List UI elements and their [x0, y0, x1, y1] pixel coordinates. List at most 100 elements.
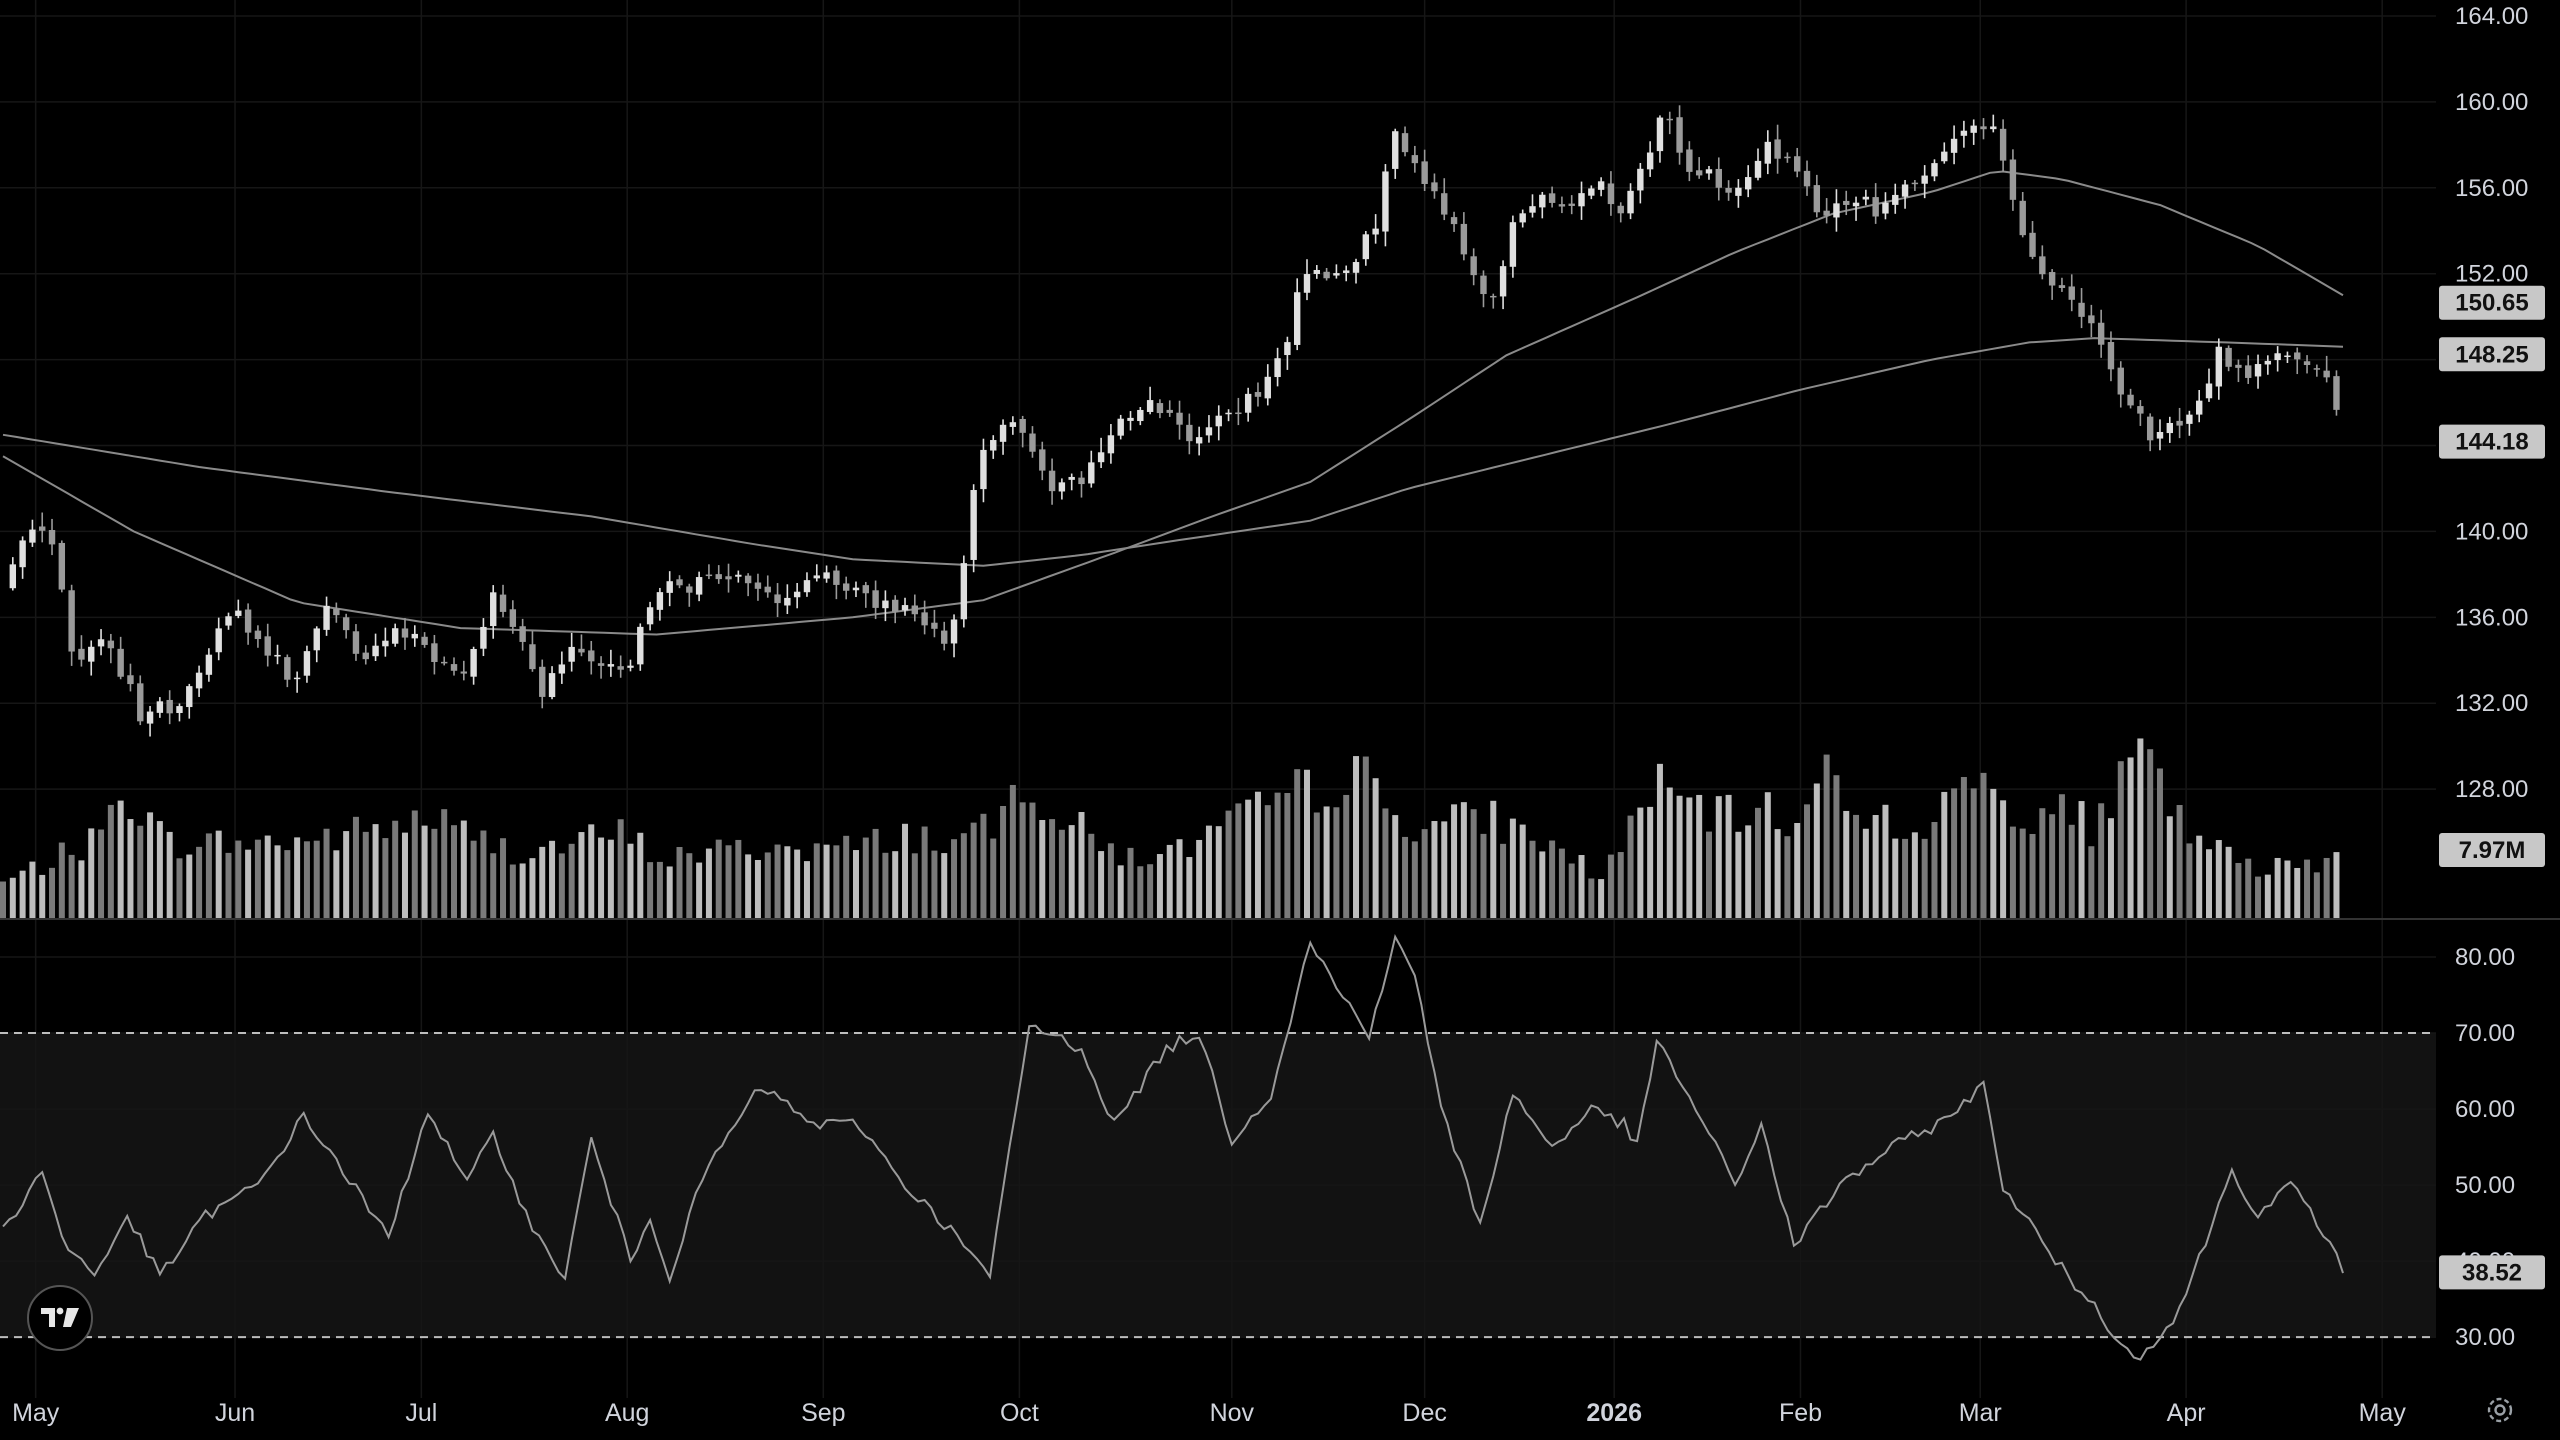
candle-body [480, 626, 487, 649]
candle-body [293, 677, 301, 680]
candle-body [833, 570, 840, 585]
date-axis-label: Sep [801, 1399, 845, 1427]
volume-bar [1274, 792, 1281, 918]
volume-bar [1902, 838, 1909, 918]
volume-bar [960, 833, 967, 918]
candle-body [941, 630, 948, 644]
volume-bar [1549, 840, 1556, 918]
candle-body [2235, 364, 2242, 368]
candle-body [1686, 149, 1693, 172]
date-axis-label: May [2359, 1399, 2407, 1427]
volume-bar [176, 858, 183, 918]
candle-body [1264, 376, 1271, 399]
rsi-tick-label: 50.00 [2455, 1172, 2515, 1199]
candle-body [1382, 171, 1389, 232]
price-tick-label: 152.00 [2455, 261, 2528, 288]
candle-body [313, 628, 320, 651]
date-axis-label: Mar [1959, 1399, 2002, 1427]
volume-bar [1166, 844, 1173, 918]
volume-bar [578, 832, 585, 918]
volume-bar [294, 837, 301, 918]
volume-layer [0, 738, 2340, 918]
volume-bar [1882, 804, 1889, 918]
volume-bar [1656, 763, 1663, 918]
candle-body [1666, 118, 1673, 121]
volume-bar [2196, 835, 2203, 918]
candle-body [284, 657, 291, 680]
candle-body [1176, 412, 1183, 425]
volume-bar [1362, 756, 1369, 918]
volume-bar [333, 850, 340, 918]
volume-bar [352, 816, 359, 918]
volume-bar [549, 840, 556, 918]
candle-body [490, 592, 497, 627]
volume-bar [1117, 865, 1124, 918]
candle-body [78, 648, 85, 660]
candle-body [1705, 169, 1713, 174]
candle-body [127, 675, 134, 685]
candle-body [1715, 168, 1722, 188]
candle-body [421, 636, 428, 645]
candle-body [1990, 126, 1997, 130]
volume-bar [745, 854, 752, 918]
candle-body [1539, 194, 1546, 208]
volume-bar [2127, 757, 2134, 918]
candle-body [2048, 272, 2056, 286]
volume-bar [1696, 794, 1703, 918]
candle-body [1803, 170, 1811, 187]
volume-bar [2039, 808, 2046, 918]
volume-bar [980, 813, 987, 918]
candle-body [607, 664, 615, 667]
candle-body [1372, 228, 1379, 235]
candle-body [892, 599, 899, 612]
volume-bar [1921, 838, 1928, 918]
candle-body [254, 630, 262, 640]
price-tick-label: 132.00 [2455, 690, 2528, 717]
candle-body [1656, 117, 1664, 152]
volume-bar [362, 831, 369, 918]
candle-body [823, 572, 830, 579]
candle-body [1480, 275, 1487, 295]
volume-bar [1215, 826, 1222, 918]
candle-body [754, 582, 762, 589]
volume-bar [1941, 791, 1948, 918]
volume-bar [1333, 807, 1340, 918]
candle-body [1637, 168, 1644, 191]
volume-bar [441, 809, 448, 918]
volume-bar [2313, 872, 2320, 918]
candle-body [2313, 368, 2321, 370]
candle-body [2156, 431, 2164, 439]
candle-body [88, 646, 95, 662]
candle-body [1146, 400, 1154, 412]
volume-bar [2245, 858, 2252, 918]
candle-body [2294, 352, 2301, 360]
volume-bar [647, 862, 654, 918]
candle-body [1852, 202, 1860, 207]
date-axis-label: 2026 [1586, 1399, 1642, 1427]
price-tick-label: 140.00 [2455, 518, 2528, 545]
volume-bar [1764, 792, 1771, 918]
settings-gear-icon[interactable] [2480, 1390, 2520, 1430]
candle-body [1931, 163, 1938, 177]
volume-bar [676, 847, 683, 918]
tradingview-logo-button[interactable] [27, 1285, 93, 1351]
volume-bar [1147, 864, 1154, 918]
date-axis-label: Oct [1000, 1399, 1039, 1427]
volume-bar [794, 849, 801, 918]
volume-bar [303, 841, 310, 918]
volume-bar [2235, 862, 2242, 918]
volume-bar [1372, 778, 1379, 918]
candle-body [578, 648, 585, 653]
candle-body [391, 628, 399, 644]
volume-bar [2068, 824, 2075, 918]
candle-body [705, 574, 713, 577]
candle-body [225, 616, 232, 626]
volume-bar [1000, 806, 1007, 918]
candle-body [205, 654, 213, 675]
volume-bar [1990, 788, 1997, 918]
volume-bar [2098, 803, 2105, 918]
tradingview-logo-icon [41, 1307, 79, 1327]
candle-body [1999, 128, 2007, 161]
